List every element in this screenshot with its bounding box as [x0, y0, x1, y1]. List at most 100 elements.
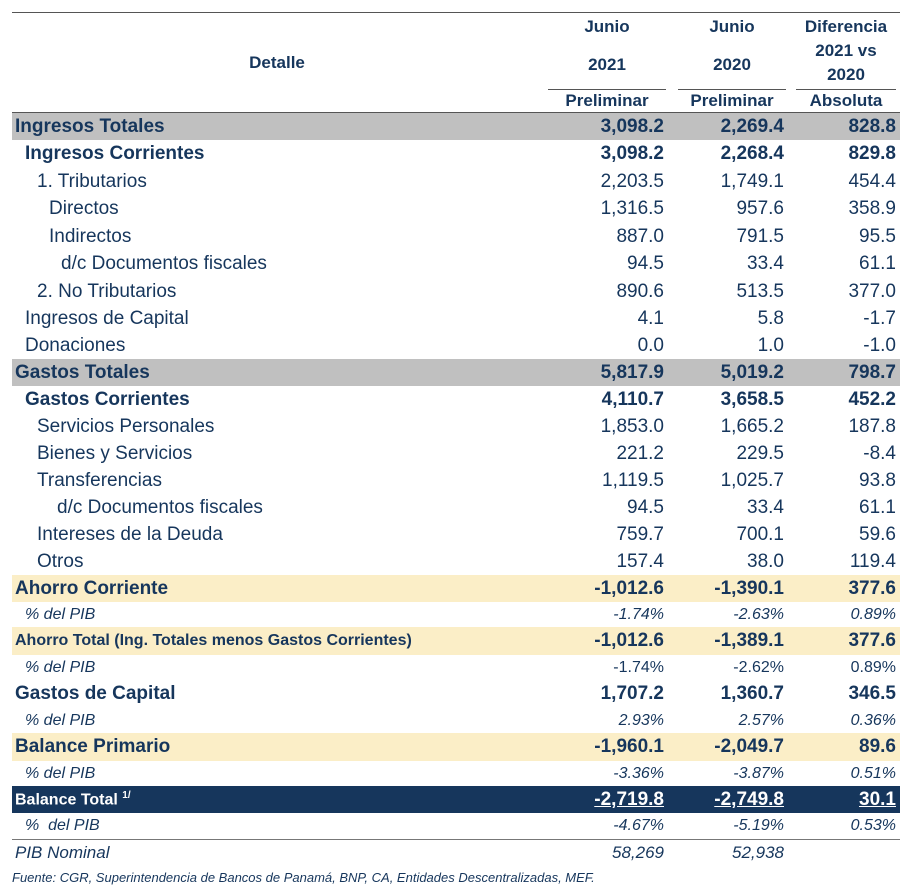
row-value-diff: 358.9	[848, 198, 896, 219]
row-value-2021: 4,110.7	[601, 388, 664, 410]
row-value-2021: 3,098.2	[600, 115, 664, 137]
table-row: 2. No Tributarios 890.6 513.5 377.0	[12, 278, 900, 305]
row-value-2021: 2.93%	[618, 711, 664, 729]
header-underline-1	[548, 89, 666, 90]
source-note: Fuente: CGR, Superintendencia de Bancos …	[12, 870, 595, 885]
table-row: Ahorro Total (Ing. Totales menos Gastos …	[12, 627, 900, 655]
row-value-diff: 346.5	[848, 683, 896, 704]
row-value-2020: 33.4	[747, 496, 784, 518]
row-value-2020: -5.19%	[733, 817, 784, 834]
fiscal-table: Detalle Junio 2021 Preliminar Junio 2020…	[12, 12, 900, 885]
header-detalle: Detalle	[249, 53, 305, 72]
row-label: Indirectos	[49, 225, 132, 247]
table-row: PIB Nominal 58,269 52,938	[12, 839, 900, 866]
row-value-diff: 93.8	[859, 469, 896, 491]
row-label: d/c Documentos fiscales	[57, 496, 263, 518]
row-value-2020: -1,390.1	[714, 577, 784, 599]
row-value-diff: 89.6	[859, 736, 896, 757]
row-value-2020: -2.62%	[733, 658, 784, 676]
row-value-2020: 2,269.4	[720, 115, 784, 137]
row-label: Gastos de Capital	[15, 683, 176, 704]
header-col2-year: 2020	[713, 55, 751, 74]
row-value-2021: -4.67%	[613, 817, 664, 834]
table-row: 1. Tributarios 2,203.5 1,749.1 454.4	[12, 168, 900, 195]
row-value-2021: 2,203.5	[600, 170, 664, 192]
footnote-marker: 1/	[122, 789, 131, 801]
row-value-2021: -3.36%	[613, 764, 664, 782]
row-label: Ingresos Corrientes	[25, 143, 205, 164]
header-col1-status: Preliminar	[565, 91, 649, 110]
table-row: % del PIB 2.93% 2.57% 0.36%	[12, 708, 900, 733]
row-value-2020: 791.5	[736, 225, 784, 247]
row-label: Ahorro Corriente	[15, 577, 169, 599]
row-label: 1. Tributarios	[37, 170, 147, 192]
table-header: Detalle Junio 2021 Preliminar Junio 2020…	[12, 12, 900, 113]
row-value-2021: 4.1	[637, 307, 664, 329]
row-value-diff: 95.5	[859, 225, 896, 247]
row-value-2021: -1,960.1	[594, 736, 664, 757]
row-label: d/c Documentos fiscales	[61, 253, 267, 274]
table-row: Ingresos de Capital 4.1 5.8 -1.7	[12, 305, 900, 332]
row-value-diff: 30.1	[859, 788, 896, 810]
row-value-diff: 59.6	[859, 523, 896, 545]
row-value-2021: 759.7	[616, 523, 664, 545]
table-row: Servicios Personales 1,853.0 1,665.2 187…	[12, 413, 900, 440]
table-row: Indirectos 887.0 791.5 95.5	[12, 223, 900, 250]
row-label: PIB Nominal	[15, 843, 110, 862]
table-row: Gastos Totales 5,817.9 5,019.2 798.7	[12, 359, 900, 386]
row-label: % del PIB	[25, 605, 96, 623]
table-row: % del PIB -1.74% -2.63% 0.89%	[12, 602, 900, 627]
row-value-diff: 377.6	[848, 577, 896, 599]
table-row: Gastos de Capital 1,707.2 1,360.7 346.5	[12, 680, 900, 708]
row-value-2020: 2,268.4	[720, 143, 784, 164]
row-label: Directos	[49, 198, 119, 219]
row-label: Ahorro Total (Ing. Totales menos Gastos …	[15, 632, 412, 649]
table-row: Ingresos Totales 3,098.2 2,269.4 828.8	[12, 113, 900, 140]
row-value-diff: 119.4	[849, 550, 896, 572]
row-value-2020: 700.1	[736, 523, 784, 545]
table-row: Ingresos Corrientes 3,098.2 2,268.4 829.…	[12, 140, 900, 168]
balance-total-label: Balance Total	[15, 791, 118, 809]
row-value-2021: 1,119.5	[602, 469, 664, 491]
table-row: Donaciones 0.0 1.0 -1.0	[12, 332, 900, 359]
table-row: Bienes y Servicios 221.2 229.5 -8.4	[12, 440, 900, 467]
row-value-2020: 513.5	[736, 280, 784, 302]
row-value-diff: 0.89%	[850, 658, 896, 676]
row-label: % del PIB	[25, 658, 96, 676]
row-value-2020: 3,658.5	[720, 388, 784, 410]
table-row: Otros 157.4 38.0 119.4	[12, 548, 900, 575]
row-value-2021: 1,853.0	[600, 415, 664, 437]
row-value-diff: 61.1	[859, 253, 896, 274]
row-value-diff: 0.89%	[850, 605, 896, 623]
row-value-2021: 94.5	[627, 496, 664, 518]
row-label: Balance Primario	[15, 736, 171, 757]
row-value-2021: 157.4	[616, 550, 664, 572]
header-col1-year: 2021	[588, 55, 626, 74]
row-value-2020: 1,665.2	[720, 415, 784, 437]
table-row: % del PIB -1.74% -2.62% 0.89%	[12, 655, 900, 680]
row-value-2021: 890.6	[616, 280, 664, 302]
row-value-2020: -3.87%	[733, 764, 784, 782]
row-value-diff: -1.7	[863, 307, 896, 329]
row-value-2020: 52,938	[732, 843, 784, 862]
row-label: % del PIB	[25, 764, 96, 782]
table-row: % del PIB -4.67% -5.19% 0.53%	[12, 813, 900, 839]
row-value-2021: -1,012.6	[594, 577, 664, 599]
row-value-diff: 0.51%	[850, 764, 896, 782]
row-value-diff: 452.2	[848, 388, 896, 410]
row-value-diff: 454.4	[848, 170, 896, 192]
header-divider	[12, 111, 900, 113]
row-value-diff: -8.4	[863, 442, 896, 464]
row-value-diff: 61.1	[859, 496, 896, 518]
row-value-diff: 377.0	[848, 280, 896, 302]
table-row: Ahorro Corriente -1,012.6 -1,390.1 377.6	[12, 575, 900, 602]
row-label: Otros	[37, 550, 84, 572]
table-row: Intereses de la Deuda 759.7 700.1 59.6	[12, 521, 900, 548]
row-value-2021: 887.0	[616, 225, 664, 247]
row-value-2021: 1,707.2	[600, 683, 664, 704]
row-label: 2. No Tributarios	[37, 280, 177, 302]
row-label: Gastos Totales	[15, 361, 150, 383]
row-label: % del PIB	[25, 817, 100, 834]
row-label: Transferencias	[37, 469, 162, 491]
row-value-2021: 5,817.9	[600, 361, 664, 383]
